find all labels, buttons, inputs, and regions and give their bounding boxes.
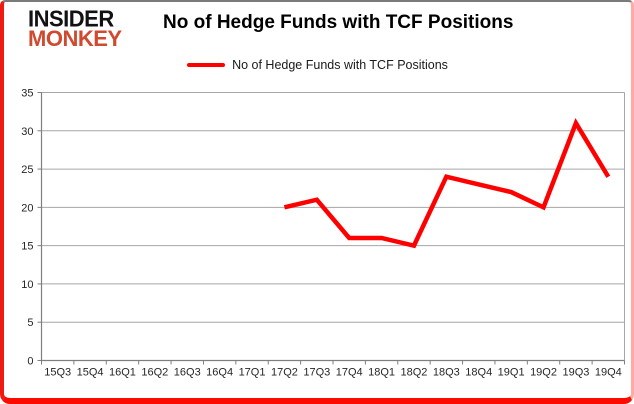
x-axis-label: 15Q3 <box>44 367 71 379</box>
x-axis-label: 18Q1 <box>368 367 395 379</box>
x-axis-label: 18Q4 <box>465 367 492 379</box>
y-axis-label: 10 <box>21 279 33 291</box>
x-axis-label: 16Q1 <box>109 367 136 379</box>
x-axis-label: 18Q2 <box>401 367 428 379</box>
logo-line-insider: INSIDER <box>28 5 114 32</box>
y-axis-label: 30 <box>21 126 33 138</box>
x-axis-label: 16Q2 <box>141 367 168 379</box>
y-axis-label: 35 <box>21 88 33 100</box>
x-axis-label: 19Q3 <box>562 367 589 379</box>
x-axis-label: 17Q3 <box>303 367 330 379</box>
legend: No of Hedge Funds with TCF Positions <box>4 58 631 72</box>
series-line <box>283 118 611 249</box>
x-axis-label: 17Q4 <box>336 367 363 379</box>
y-axis-label: 0 <box>27 356 33 368</box>
x-axis-label: 17Q1 <box>239 367 266 379</box>
x-axis-label: 19Q1 <box>498 367 525 379</box>
x-axis-label: 18Q3 <box>433 367 460 379</box>
chart-title: No of Hedge Funds with TCF Positions <box>163 12 514 33</box>
x-axis-label: 19Q2 <box>530 367 557 379</box>
y-axis-label: 20 <box>21 202 33 214</box>
y-axis-label: 5 <box>27 317 33 329</box>
insider-monkey-logo: INSIDER MONKEY <box>28 5 122 52</box>
x-axis-label: 19Q4 <box>595 367 622 379</box>
x-axis-label: 17Q2 <box>271 367 298 379</box>
y-axis-label: 15 <box>21 241 33 253</box>
y-axis-label: 25 <box>21 164 33 176</box>
logo-line-monkey: MONKEY <box>28 26 122 52</box>
x-axis-label: 15Q4 <box>77 367 104 379</box>
chart-svg: 0 5 10 15 20 25 30 35 15Q3 15Q4 16Q1 16Q2 16Q3 16Q4 17… <box>21 88 625 379</box>
legend-label: No of Hedge Funds with TCF Positions <box>232 58 448 72</box>
x-axis-label: 16Q4 <box>206 367 233 379</box>
legend-line-swatch <box>187 63 226 67</box>
x-axis-label: 16Q3 <box>174 367 201 379</box>
